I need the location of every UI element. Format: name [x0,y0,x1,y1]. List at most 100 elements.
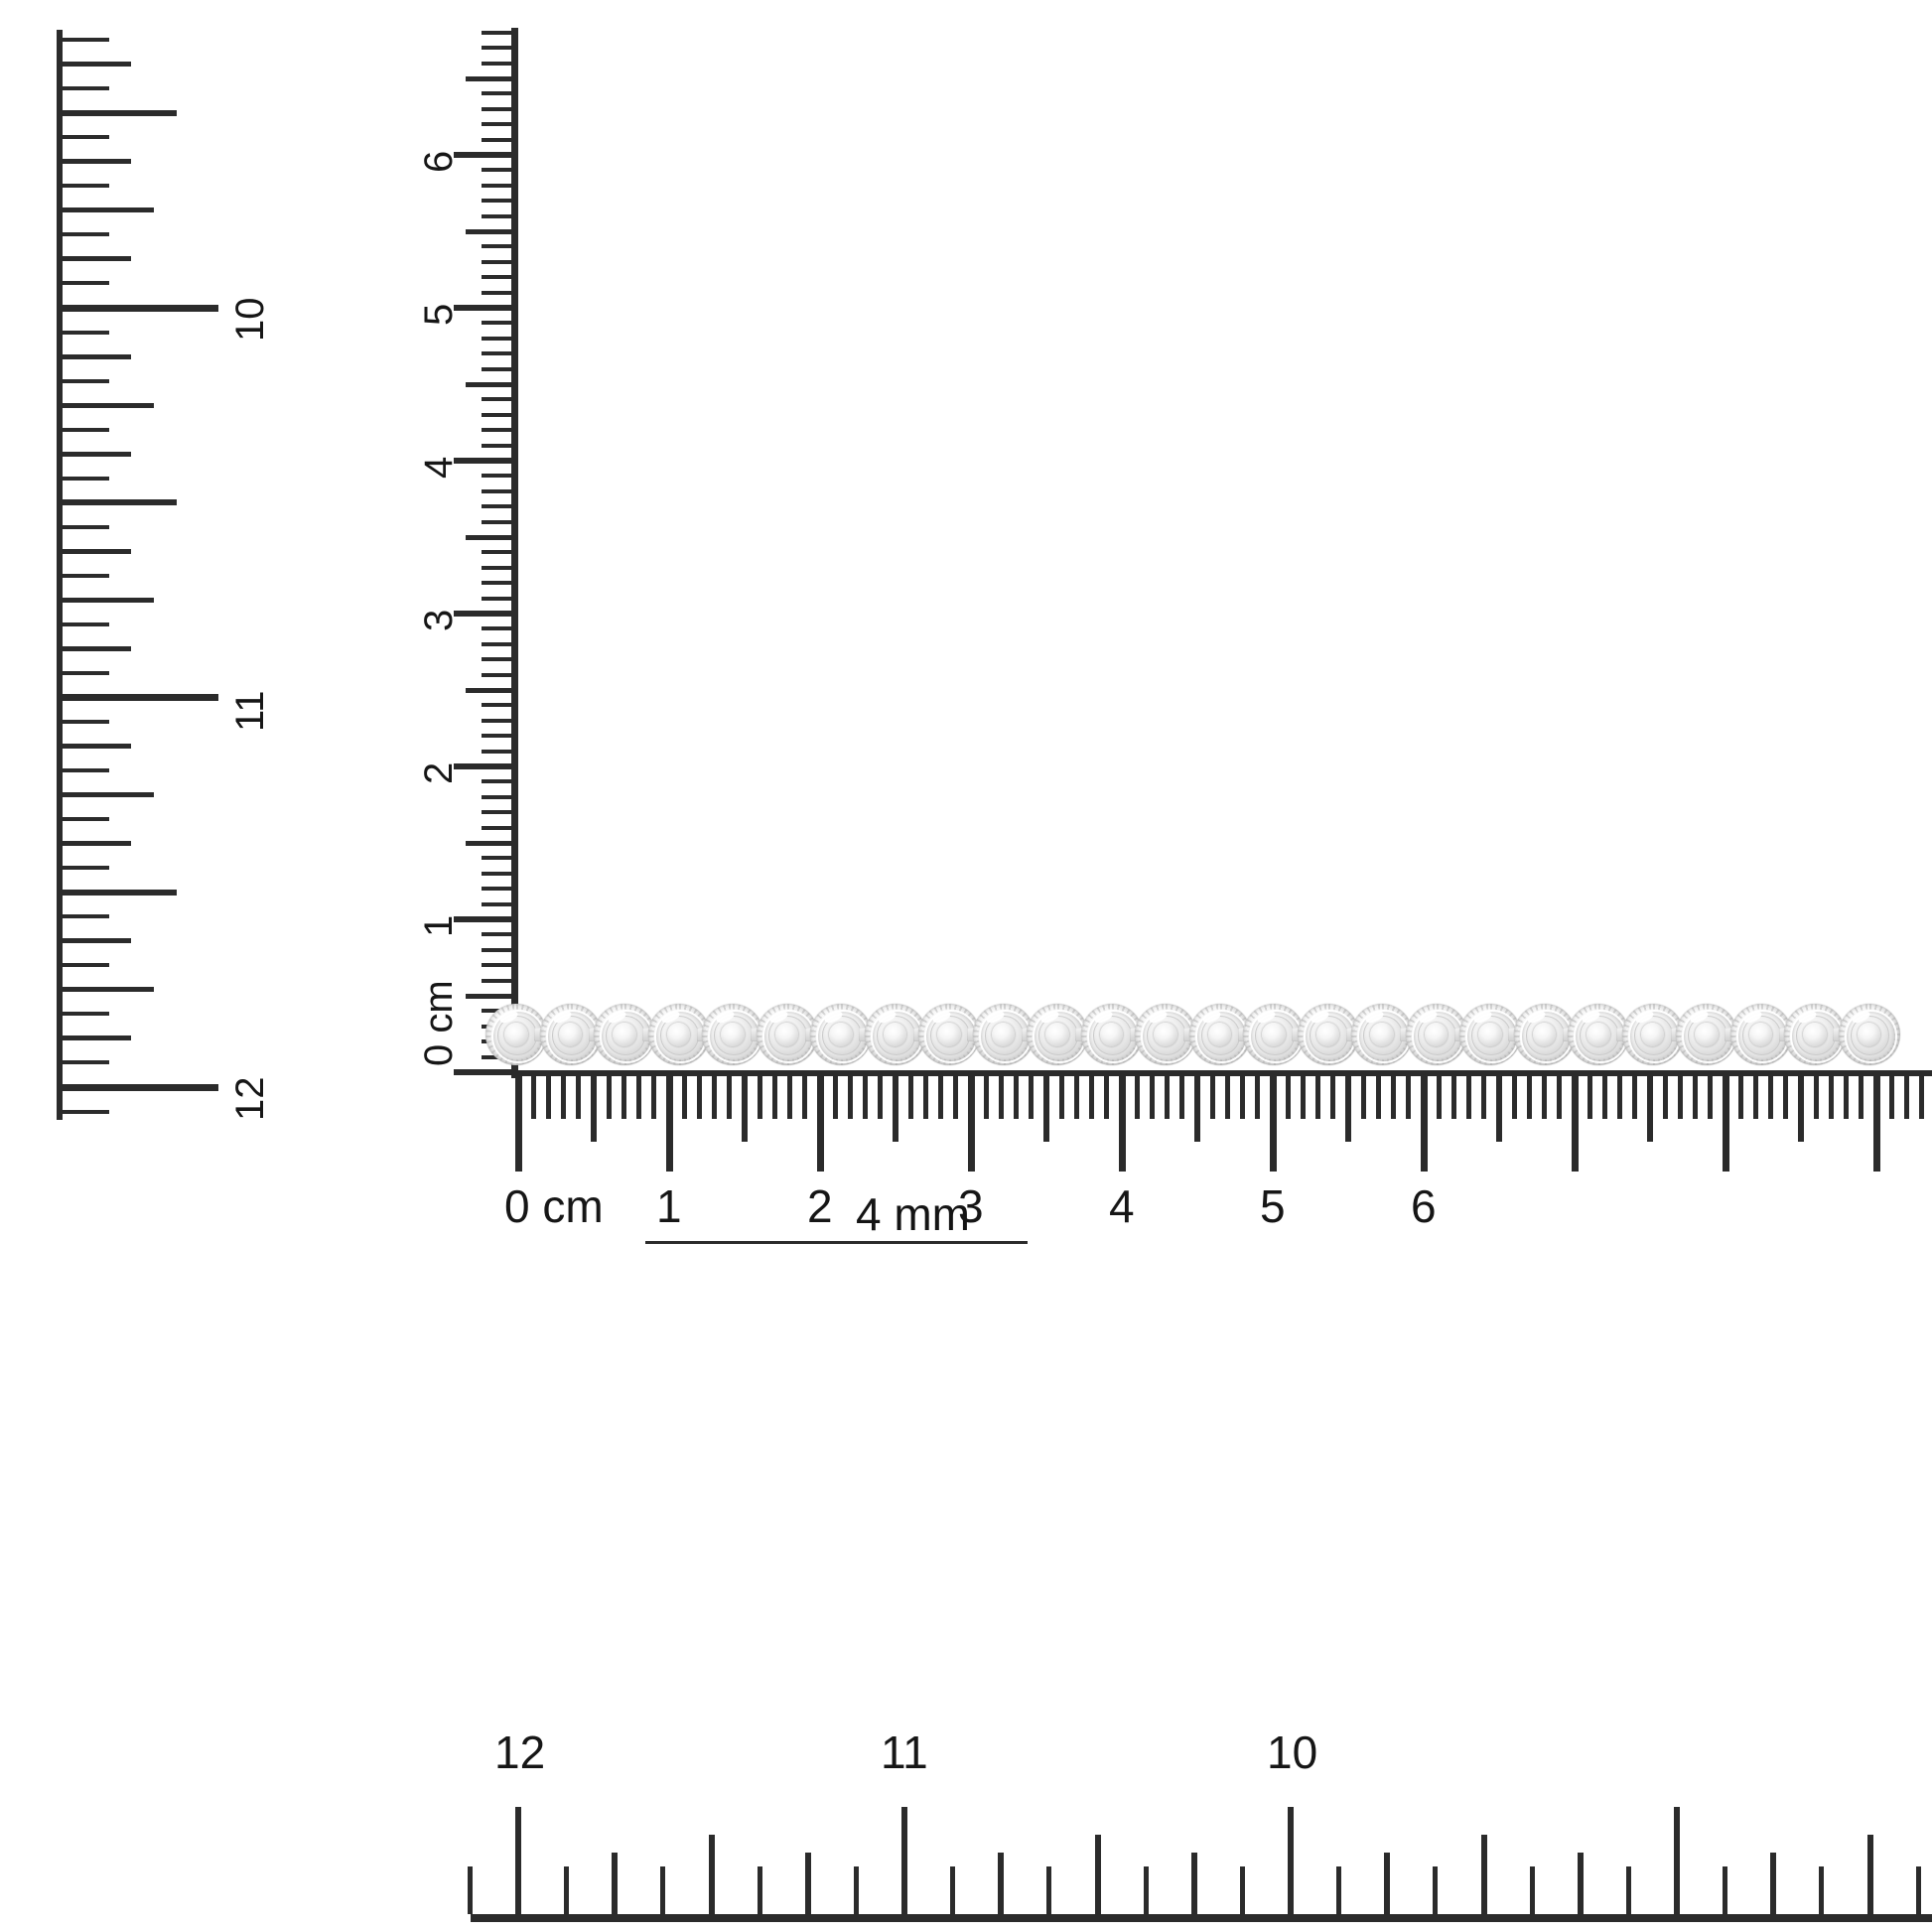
bracelet-link [1513,1004,1576,1065]
ruler-tick [802,1074,808,1119]
ruler-tick [804,1853,811,1914]
ruler-label-bottom-cm-6: 6 [1411,1180,1437,1232]
ruler-tick [1073,1074,1079,1119]
ruler-tick [816,1074,824,1172]
ruler-tick [60,670,109,675]
ruler-tick [983,1074,989,1119]
ruler-tick [482,351,511,356]
ruler-tick [482,657,511,662]
ruler-tick [482,199,511,204]
ruler-tick [564,1866,570,1914]
ruler-tick [454,305,511,311]
ruler-tick [482,412,511,417]
ruler-tick [60,744,131,750]
ruler-tick [832,1074,838,1119]
ruler-tick [742,1074,748,1142]
ruler-tick [853,1866,859,1914]
ruler-tick [466,534,511,540]
ruler-tick [1269,1074,1277,1172]
ruler-tick [454,916,511,922]
ruler-tick [1481,1074,1487,1119]
ruler-tick [482,901,511,906]
ruler-tick [1577,1853,1584,1914]
ruler-tick [1255,1074,1261,1119]
ruler-tick [878,1074,884,1119]
ruler-label-bottom-cm-0: 0 cm [504,1180,604,1232]
ruler-tick [1601,1074,1607,1119]
ruler-tick [1315,1074,1321,1119]
ruler-tick [1828,1074,1834,1119]
ruler-tick [482,213,511,218]
ruler-tick [757,1866,762,1914]
ruler-tick [1300,1074,1306,1119]
ruler-label-cm-2: 2 [417,761,461,784]
ruler-tick [1708,1074,1714,1119]
link-center-stone [1695,1023,1719,1046]
ruler-tick [847,1074,853,1119]
ruler-tick [482,321,511,326]
link-center-stone [558,1023,583,1046]
ruler-tick [482,366,511,371]
ruler-tick [60,1060,109,1065]
ruler-tick [1768,1074,1774,1119]
ruler-label-cm-4: 4 [417,456,461,479]
ruler-tick [482,794,511,799]
ruler-tick [60,694,218,701]
ruler-tick [482,259,511,264]
ruler-tick [60,86,109,91]
bracelet-link [810,1004,872,1065]
ruler-tick [998,1853,1005,1914]
ruler-tick [466,993,511,999]
ruler-tick [60,548,131,554]
ruler-tick [454,611,511,617]
ruler-tick [60,1083,218,1091]
ruler-tick [1240,1074,1246,1119]
ruler-tick [1420,1074,1428,1172]
ruler-tick [482,488,511,493]
ruler-tick [60,1012,109,1017]
ruler-tick [1046,1866,1052,1914]
ruler-tick [482,871,511,876]
ruler-tick [950,1866,956,1914]
ruler-tick [60,402,154,408]
ruler-tick [482,550,511,555]
ruler-tick [60,256,131,262]
ruler-tick [660,1866,666,1914]
bracelet-link [1080,1004,1143,1065]
ruler-tick [1345,1074,1351,1142]
link-halo-ring [1844,1010,1898,1063]
ruler-label-bottom-cm-4: 4 [1109,1180,1135,1232]
ruler-tick [1104,1074,1110,1119]
ruler-tick [60,914,109,919]
ruler-tick [466,75,511,81]
link-center-stone [937,1023,961,1046]
ruler-tick [60,889,177,896]
ruler-tick [1674,1807,1680,1914]
ruler-tick [466,840,511,846]
ruler-tick [60,427,109,432]
ruler-tick [60,1109,109,1114]
ruler-tick [60,159,131,165]
link-center-stone [1099,1023,1124,1046]
ruler-label-bottom-inch-10: 10 [1267,1726,1318,1778]
link-center-stone [1803,1023,1827,1046]
ruler-tick [454,458,511,464]
bracelet-link [1676,1004,1737,1065]
ruler-tick [482,443,511,448]
ruler-label-bottom-inch-11: 11 [881,1726,928,1778]
ruler-tick [1433,1866,1439,1914]
ruler-tick [60,330,109,335]
ruler-tick [1360,1074,1366,1119]
ruler-tick [1557,1074,1563,1119]
ruler-label-bottom-cm-3: 3 [958,1180,984,1232]
ruler-tick [938,1074,944,1119]
ruler-tick [60,792,154,798]
ruler-tick [1089,1074,1095,1119]
ruler-tick [60,109,177,116]
ruler-tick [681,1074,687,1119]
ruler-tick [1288,1807,1294,1914]
ruler-tick [482,46,511,51]
ruler-tick [636,1074,642,1119]
ruler-tick [454,152,511,158]
ruler-tick [482,565,511,570]
